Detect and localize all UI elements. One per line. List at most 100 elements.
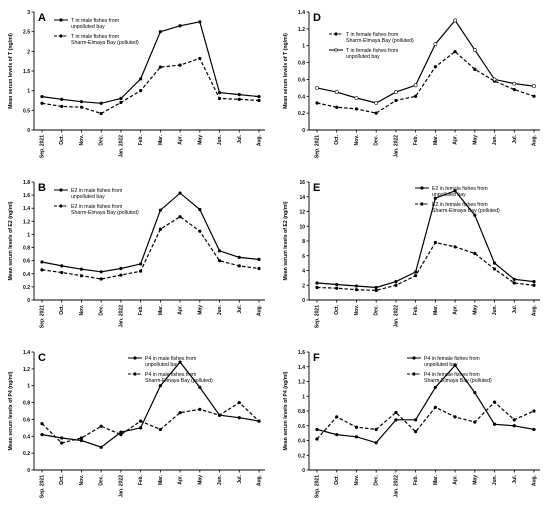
y-tick-label: 3: [27, 10, 30, 16]
legend-marker: [59, 204, 63, 208]
x-tick-label: May: [472, 135, 478, 145]
x-tick-label: May: [472, 475, 478, 485]
y-tick-label: 1.4: [23, 206, 30, 212]
panel-letter: E: [313, 182, 320, 194]
data-point: [237, 92, 241, 97]
x-tick-label: Dec.: [374, 474, 380, 485]
data-point: [198, 407, 202, 411]
y-tick-label: 12: [299, 210, 305, 216]
legend-label: T in male fishes from Sharm-Elmaya Bay (p…: [71, 34, 139, 46]
legend-label: P4 in female fishes from unpolluted bay: [424, 356, 480, 368]
data-point: [414, 274, 418, 278]
data-point: [79, 436, 84, 440]
x-tick-label: Aug.: [532, 304, 538, 316]
data-point: [158, 384, 162, 388]
y-tick-label: 1.2: [23, 367, 30, 373]
data-point: [354, 435, 359, 439]
data-point: [178, 24, 182, 28]
data-point: [433, 65, 437, 69]
series-line-solid: [316, 190, 535, 289]
x-tick-label: Feb.: [413, 304, 419, 315]
data-point: [433, 196, 437, 200]
x-tick-label: Jul.: [237, 134, 243, 143]
data-point: [512, 281, 516, 285]
data-point: [217, 249, 222, 253]
y-tick-label: 0.6: [23, 417, 30, 423]
y-axis-label: Mean serum levels of P4 (ng/ml): [283, 371, 289, 450]
data-point: [237, 97, 241, 101]
data-point: [158, 65, 162, 69]
data-point: [394, 279, 398, 284]
data-point: [532, 409, 536, 413]
legend-marker: [420, 202, 424, 206]
y-tick-label: 8: [302, 239, 305, 245]
x-tick-label: May: [472, 305, 478, 315]
x-tick-label: Apr.: [453, 474, 459, 484]
x-tick-label: Mar.: [158, 304, 164, 315]
y-tick-label: 0.6: [298, 77, 305, 83]
y-axis-label: Mean serum levels of T (ng/ml): [283, 33, 289, 109]
data-point: [394, 418, 398, 422]
data-point: [158, 30, 162, 34]
x-tick-label: Sep. 2021: [40, 305, 46, 328]
series-line-solid: [316, 19, 535, 104]
y-tick-label: 16: [299, 180, 305, 186]
data-point: [532, 283, 536, 287]
legend-marker: [334, 48, 338, 52]
x-tick-label: Sep. 2021: [40, 135, 46, 158]
x-tick-label: Oct.: [59, 304, 65, 314]
x-tick-label: Nov.: [354, 134, 360, 145]
data-point: [119, 430, 123, 434]
legend-marker: [59, 34, 63, 38]
data-point: [394, 283, 398, 287]
y-tick-label: 14: [299, 195, 305, 201]
x-tick-label: Mar.: [433, 304, 439, 315]
x-tick-label: Feb.: [138, 304, 144, 315]
x-tick-label: May: [197, 305, 203, 315]
x-tick-label: Dec.: [374, 134, 380, 145]
x-tick-label: Oct.: [59, 474, 65, 484]
y-tick-label: 1: [27, 384, 30, 390]
data-point: [237, 400, 241, 405]
data-point: [99, 445, 103, 449]
x-tick-label: Nov.: [354, 474, 360, 485]
data-point: [315, 285, 319, 290]
data-point: [178, 360, 182, 364]
data-point: [99, 270, 103, 274]
data-point: [178, 63, 182, 67]
y-tick-label: 1.2: [298, 27, 305, 33]
x-tick-label: Jun.: [492, 134, 498, 145]
data-point: [315, 437, 319, 441]
y-tick-label: 0.4: [298, 439, 305, 445]
legend-label: T in male fishes from unpolluted bay: [71, 18, 119, 30]
data-point: [492, 422, 497, 426]
chart-f: F 0 0.2 0.4 0.6 0.8 1 1.2 1.4 1.6 Mean serum level…: [283, 350, 540, 498]
panel-letter: A: [38, 12, 46, 24]
data-point: [257, 266, 261, 271]
x-tick-label: Aug.: [257, 304, 263, 316]
data-point: [453, 363, 457, 367]
x-tick-label: Jun.: [217, 474, 223, 485]
data-point: [99, 101, 103, 105]
x-tick-label: Apr.: [178, 304, 184, 314]
x-tick-label: Nov.: [79, 134, 85, 145]
data-point: [374, 101, 379, 105]
data-point: [40, 260, 44, 264]
y-tick-label: 0.2: [23, 451, 30, 457]
y-tick-label: 1: [27, 89, 30, 95]
data-point: [60, 104, 64, 108]
legend-marker: [133, 356, 137, 360]
y-tick-label: 0.5: [23, 108, 30, 114]
data-point: [119, 432, 123, 437]
data-point: [532, 427, 536, 432]
data-point: [40, 432, 44, 437]
y-tick-label: 0: [302, 128, 305, 134]
y-axis-label: Mean serum levels of E2 (ng/ml): [8, 201, 14, 280]
y-tick-label: 0.8: [298, 409, 305, 415]
x-tick-label: Nov.: [354, 304, 360, 315]
data-point: [99, 277, 103, 281]
y-tick-label: 0.4: [298, 94, 305, 100]
data-point: [334, 90, 339, 94]
chart-a: A 0 0.5 1 1.5 2 2.5 3 Mean serum levels of T (ng…: [8, 10, 265, 158]
legend-marker: [59, 188, 63, 192]
